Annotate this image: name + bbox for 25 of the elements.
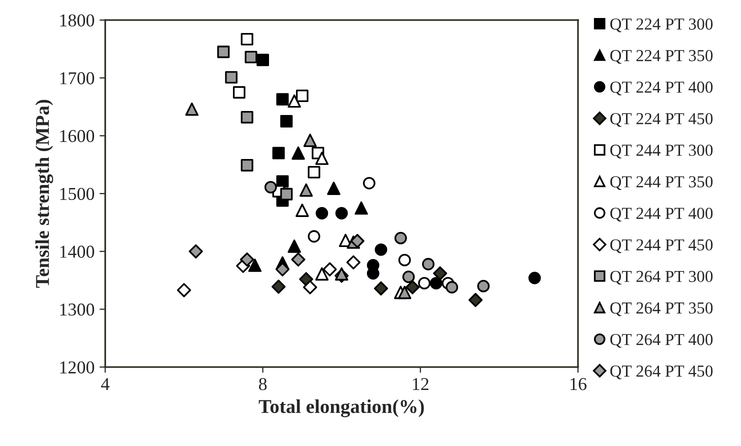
y-tick-label: 1600 [60, 130, 94, 142]
y-tick-label: 1300 [60, 303, 94, 316]
legend-label: QT 244 PT 300 [610, 144, 713, 158]
y-tick-label: 1800 [60, 14, 94, 27]
legend-label: QT 224 PT 350 [610, 50, 713, 64]
y-axis-title: Tensile strength (MPa) [35, 100, 54, 288]
legend-label: QT 264 PT 300 [610, 270, 713, 285]
legend-label: QT 264 PT 450 [610, 365, 713, 380]
x-axis-title: Total elongation(%) [258, 399, 424, 418]
legend-label: QT 264 PT 350 [610, 302, 713, 316]
y-tick-label: 1700 [60, 72, 94, 84]
legend-label: QT 224 PT 300 [610, 18, 713, 32]
legend-label: QT 244 PT 350 [610, 176, 713, 190]
legend-label: QT 244 PT 450 [610, 239, 713, 254]
legend-label: QT 244 PT 400 [610, 208, 713, 222]
y-tick-label: 1500 [60, 188, 94, 200]
x-tick-label: 12 [412, 378, 428, 390]
legend-label: QT 224 PT 400 [610, 82, 713, 96]
x-tick-label: 8 [258, 378, 267, 390]
y-tick-label: 1400 [60, 246, 94, 258]
y-tick-label: 1200 [60, 361, 94, 374]
legend-label: QT 264 PT 400 [610, 334, 713, 348]
x-tick-label: 4 [101, 378, 110, 390]
legend-label: QT 224 PT 450 [610, 113, 713, 127]
x-tick-label: 16 [570, 378, 586, 390]
